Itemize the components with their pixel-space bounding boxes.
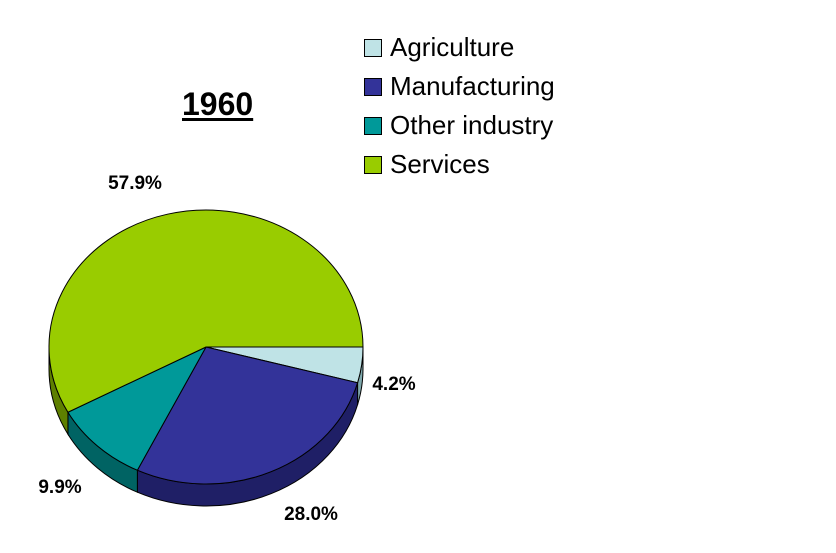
pie-label-other-industry: 9.9%: [38, 477, 81, 498]
pie-label-agriculture: 4.2%: [372, 374, 415, 395]
legend: Agriculture Manufacturing Other industry…: [364, 28, 555, 184]
legend-label-agriculture: Agriculture: [390, 32, 515, 62]
legend-item-manufacturing: Manufacturing: [364, 67, 555, 106]
pie-slices: [48, 209, 364, 485]
legend-item-services: Services: [364, 145, 555, 184]
pie-label-services: 57.9%: [108, 173, 162, 194]
legend-item-agriculture: Agriculture: [364, 28, 555, 67]
chart-title: 1960: [182, 86, 254, 122]
legend-label-other-industry: Other industry: [390, 110, 554, 140]
legend-swatch-agriculture: [364, 38, 382, 57]
pie-slice-other-industry: [67, 345, 208, 471]
legend-label-manufacturing: Manufacturing: [390, 71, 555, 101]
pie-slice-manufacturing: [136, 346, 359, 485]
legend-swatch-other-industry: [364, 116, 382, 135]
legend-label-services: Services: [390, 149, 490, 179]
pie-percent-labels: 4.2% 28.0% 9.9% 57.9%: [38, 173, 415, 525]
legend-swatch-services: [364, 155, 382, 174]
legend-swatch-manufacturing: [364, 77, 382, 96]
pie-slice-services: [48, 209, 364, 413]
legend-item-other-industry: Other industry: [364, 106, 555, 145]
pie-label-manufacturing: 28.0%: [284, 504, 338, 525]
